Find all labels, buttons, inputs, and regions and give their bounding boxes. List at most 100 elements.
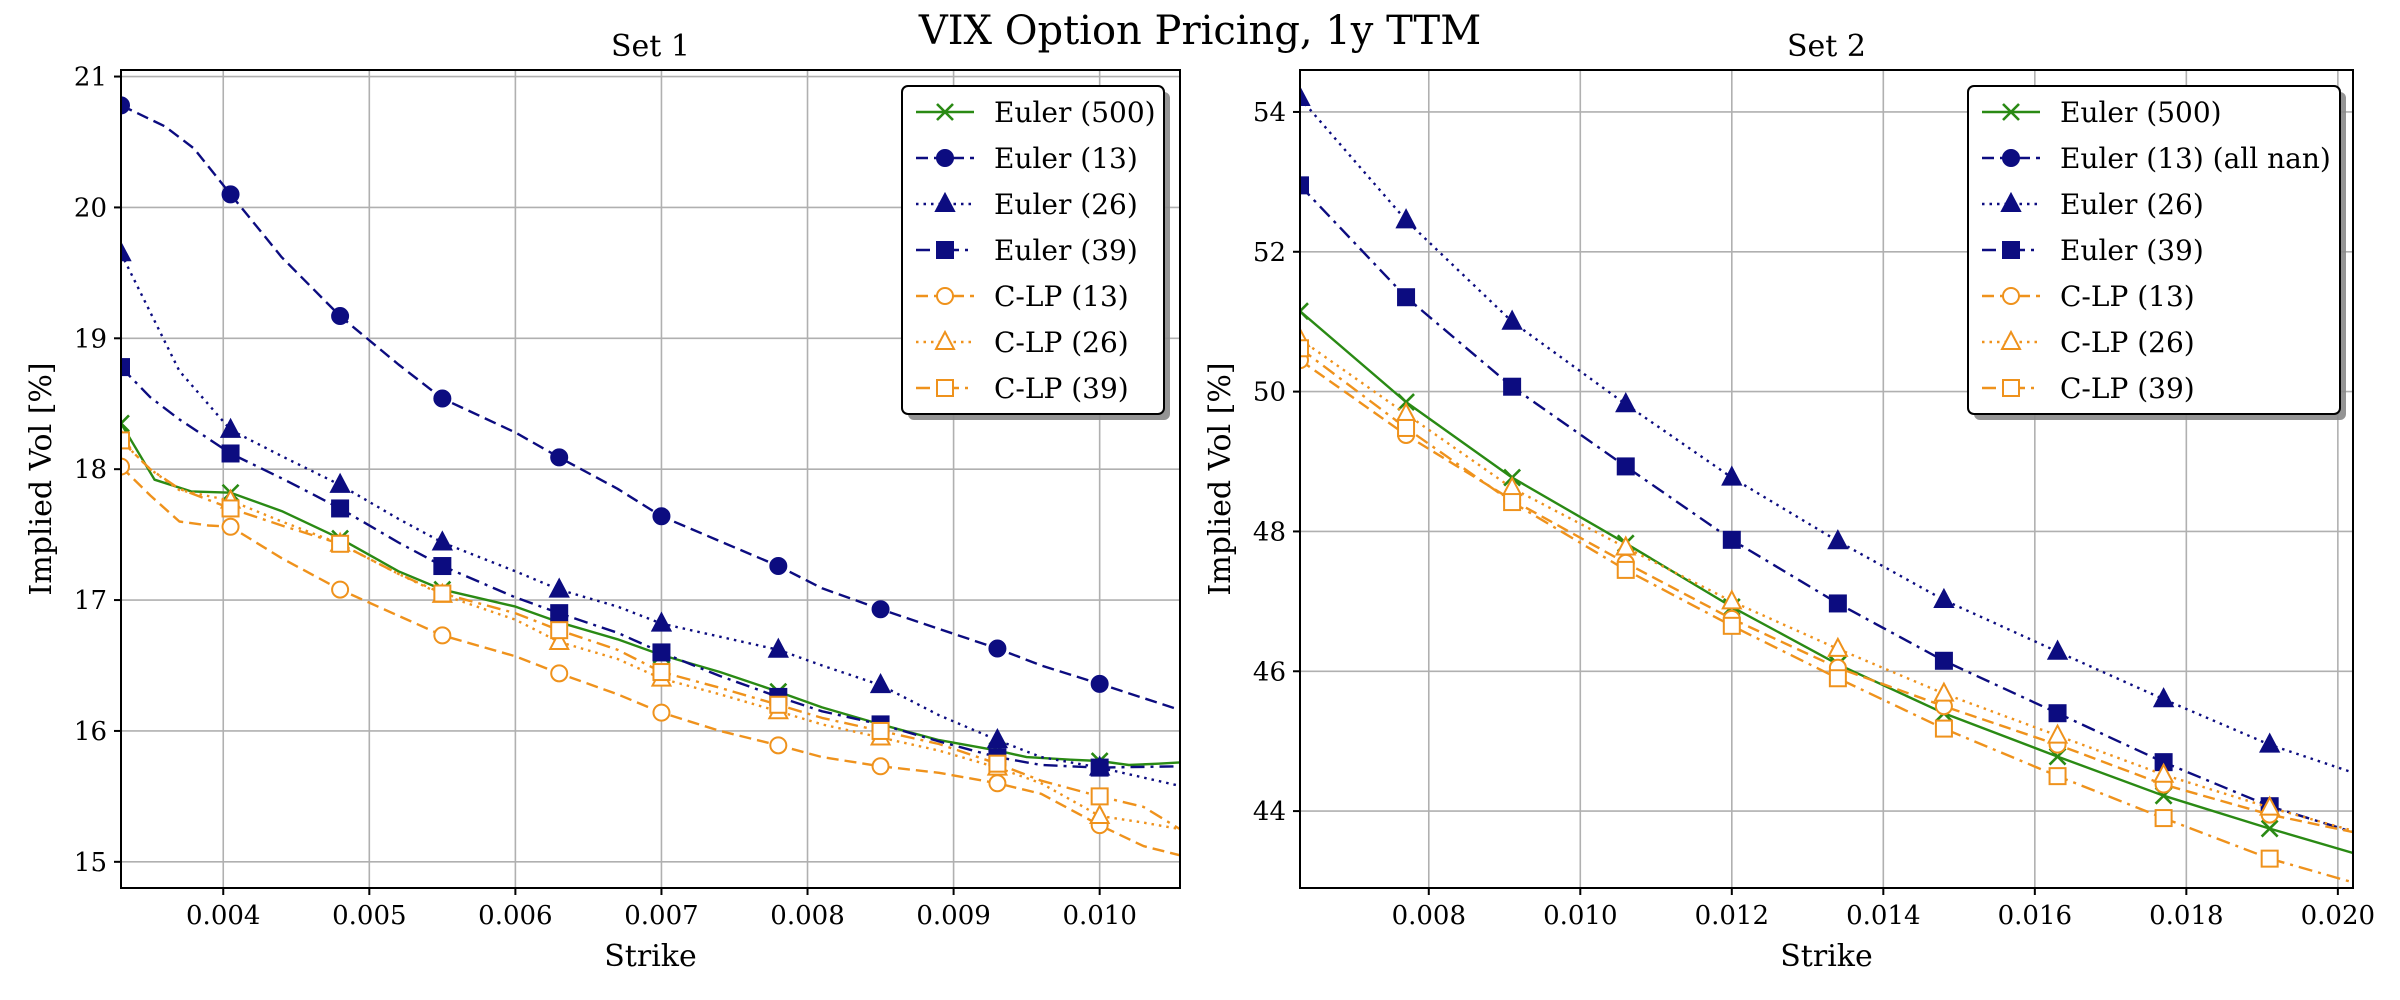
legend-marker-sample	[934, 329, 956, 350]
data-point-marker	[550, 621, 569, 640]
legend-marker-sample	[936, 103, 954, 121]
data-point-marker	[652, 703, 671, 722]
data-point-marker	[1828, 669, 1847, 688]
data-point-marker	[121, 414, 130, 433]
legend-marker-sample	[934, 191, 956, 212]
data-point-marker	[769, 695, 788, 714]
legend-label: Euler (39)	[2060, 234, 2204, 267]
data-point-marker	[1616, 457, 1635, 476]
data-point-marker	[331, 499, 350, 518]
legend-marker-sample	[936, 287, 954, 305]
data-point-marker	[221, 499, 240, 518]
y-axis-label: Implied Vol [%]	[24, 362, 59, 595]
data-point-marker	[652, 663, 671, 682]
y-tick-label: 48	[1253, 517, 1286, 547]
data-point-marker	[433, 557, 452, 576]
data-point-marker	[331, 307, 350, 326]
y-tick-label: 17	[74, 586, 107, 616]
series-group	[1300, 85, 2353, 884]
data-point-marker	[988, 754, 1007, 773]
data-point-marker	[2260, 849, 2279, 868]
data-point-marker	[1090, 787, 1109, 806]
data-point-marker	[2046, 639, 2069, 660]
data-point-marker	[2259, 795, 2281, 816]
series-line	[121, 366, 1180, 769]
data-point-marker	[221, 444, 240, 463]
y-tick-label: 44	[1253, 797, 1286, 827]
legend-marker-sample	[936, 379, 954, 397]
data-point-marker	[221, 185, 240, 204]
legend-marker-sample	[2002, 103, 2020, 121]
data-point-marker	[869, 672, 892, 694]
x-axis-label: Strike	[1780, 939, 1872, 974]
series-line	[1300, 184, 2353, 834]
legend-marker-sample	[2000, 191, 2022, 212]
data-point-marker	[988, 774, 1007, 793]
data-point-marker	[548, 577, 570, 598]
x-tick-label: 0.016	[1998, 901, 2072, 931]
legend-entry: Euler (13)	[916, 142, 1138, 175]
data-point-marker	[652, 507, 671, 526]
x-tick-label: 0.006	[478, 901, 552, 931]
data-point-marker	[1721, 589, 1743, 610]
x-tick-label: 0.007	[624, 901, 698, 931]
panel-title: Set 1	[611, 29, 690, 64]
legend-entry: Euler (13) (all nan)	[1982, 142, 2331, 175]
legend-label: C-LP (26)	[994, 326, 1129, 359]
x-tick-label: 0.010	[1062, 901, 1136, 931]
data-point-marker	[871, 721, 890, 740]
data-point-marker	[650, 611, 673, 632]
panel-1: 0.004 0.005 0.006 0.007 0.008 0.009 0.010 15 16 1…	[24, 29, 1181, 974]
series-line	[121, 439, 1180, 831]
data-point-marker	[121, 358, 130, 377]
data-point-marker	[1300, 85, 1311, 106]
x-tick-label: 0.014	[1846, 901, 1920, 931]
y-tick-label: 16	[74, 717, 107, 747]
data-point-marker	[652, 643, 671, 662]
series-c-lp-13	[1300, 351, 2353, 834]
data-point-marker	[2048, 767, 2067, 786]
data-point-marker	[1934, 719, 1953, 738]
data-point-marker	[2154, 809, 2173, 828]
data-point-marker	[1934, 651, 1953, 670]
series-euler-13	[121, 96, 1180, 712]
data-point-marker	[986, 727, 1009, 749]
x-tick-label: 0.020	[2301, 901, 2375, 931]
series-c-lp-39	[1300, 339, 2353, 884]
data-point-marker	[1089, 803, 1111, 825]
legend-marker-sample	[936, 149, 954, 167]
legend-label: C-LP (39)	[994, 372, 1129, 405]
x-tick-label: 0.009	[916, 901, 990, 931]
legend-label: Euler (500)	[994, 96, 1156, 129]
y-tick-label: 50	[1253, 378, 1286, 408]
data-point-marker	[1616, 560, 1635, 579]
data-point-marker	[221, 517, 240, 536]
y-axis-label: Implied Vol [%]	[1203, 362, 1238, 595]
x-tick-label: 0.008	[770, 901, 844, 931]
legend-entry: C-LP (39)	[1982, 372, 2195, 405]
legend-marker-sample	[2002, 149, 2020, 167]
legend-marker-sample	[936, 241, 954, 259]
legend-label: C-LP (39)	[2060, 372, 2195, 405]
data-point-marker	[871, 757, 890, 776]
legend: Euler (500) Euler (13) (all nan) Euler (26…	[1967, 85, 2346, 420]
data-point-marker	[121, 96, 130, 115]
figure-suptitle: VIX Option Pricing, 1y TTM	[918, 8, 1482, 54]
legend-label: Euler (39)	[994, 234, 1138, 267]
legend-entry: C-LP (39)	[916, 372, 1129, 405]
series-euler-26	[121, 241, 1180, 788]
y-tick-label: 20	[74, 193, 107, 223]
data-point-marker	[769, 736, 788, 755]
data-point-marker	[1397, 288, 1416, 307]
data-point-marker	[1501, 309, 1523, 330]
data-point-marker	[1721, 465, 1743, 486]
data-point-marker	[431, 530, 454, 551]
data-point-marker	[550, 664, 569, 683]
legend-label: C-LP (26)	[2060, 326, 2195, 359]
axes-frame	[1299, 69, 2354, 889]
legend-entry: Euler (26)	[1982, 188, 2204, 221]
series-line	[121, 422, 1180, 767]
data-point-marker	[1300, 339, 1309, 358]
legend-label: Euler (26)	[994, 188, 1138, 221]
data-point-marker	[767, 637, 789, 658]
